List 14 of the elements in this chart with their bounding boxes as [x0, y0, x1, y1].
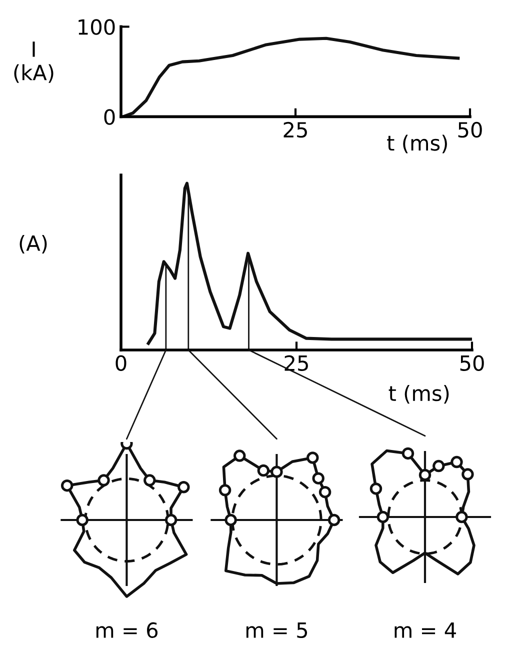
x-tick-label: 0	[116, 355, 126, 371]
x-tick-label: 50	[458, 122, 482, 138]
y-tick-label: 100	[78, 19, 115, 35]
x-axis-title: t (ms)	[388, 385, 449, 404]
text: m = 5	[246, 622, 308, 638]
x-tick-label: 50	[460, 355, 484, 371]
text: m = 4	[394, 622, 456, 638]
x-tick-label: 25	[284, 122, 307, 138]
y-axis-title: I (kA)	[14, 42, 54, 83]
line-series	[122, 36, 460, 117]
y-axis-title: (A)	[20, 234, 47, 254]
x-tick-label: 25	[284, 355, 308, 371]
x-axis-title: t (ms)	[387, 134, 447, 154]
text: m = 6	[96, 622, 158, 638]
